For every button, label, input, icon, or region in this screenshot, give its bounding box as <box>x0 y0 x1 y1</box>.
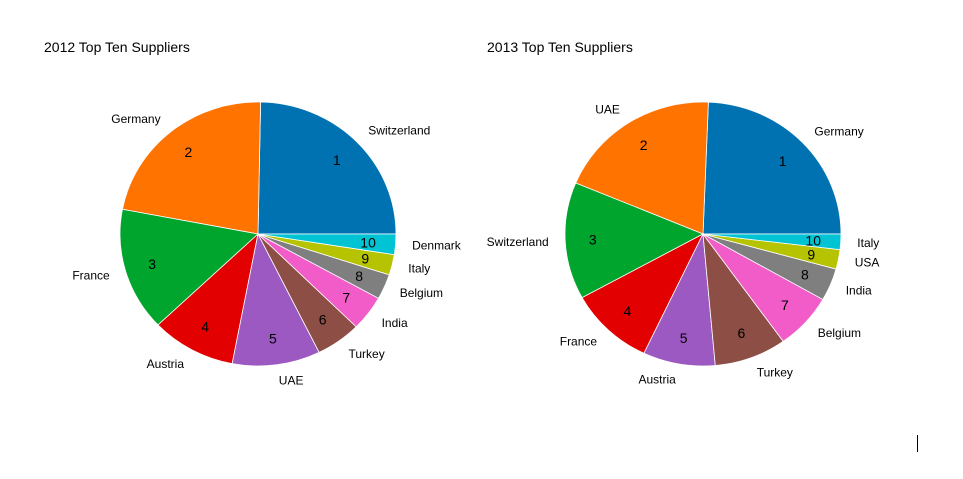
slice-category-label: Germany <box>111 112 160 126</box>
slice-category-label: France <box>72 269 110 283</box>
slice-number-label: 8 <box>355 268 363 284</box>
slice-number-label: 5 <box>680 330 688 346</box>
slice-number-label: 9 <box>361 251 369 267</box>
slice-number-label: 3 <box>589 232 597 248</box>
pie-slice-switzerland <box>564 182 704 299</box>
slice-category-label: India <box>846 284 872 298</box>
slice-number-label: 2 <box>640 137 648 153</box>
slice-category-label: Denmark <box>412 239 462 253</box>
slice-category-label: Austria <box>638 373 676 387</box>
pie-slice-austria <box>157 232 259 365</box>
pie-slice-uae <box>231 232 320 367</box>
slice-category-label: Belgium <box>818 326 861 340</box>
slice-category-label: USA <box>855 256 880 270</box>
slice-number-label: 5 <box>269 331 277 347</box>
slice-number-label: 1 <box>333 152 341 168</box>
slice-category-label: Italy <box>857 236 879 250</box>
chart-title: 2012 Top Ten Suppliers <box>44 39 190 55</box>
pie-chart-1: 2012 Top Ten Suppliers 1 Switzerland 2 Germa… <box>44 39 462 388</box>
pie-slice-uae <box>575 101 709 235</box>
pie-slice-france <box>119 208 259 326</box>
slice-number-label: 10 <box>805 232 821 248</box>
slice-number-label: 6 <box>738 325 746 341</box>
slice-number-label: 6 <box>319 312 327 328</box>
pie-slice-denmark <box>257 233 397 256</box>
slice-number-label: 2 <box>185 144 193 160</box>
slice-category-label: Switzerland <box>368 124 430 138</box>
slice-category-label: France <box>560 335 598 349</box>
slice-number-label: 8 <box>801 267 809 283</box>
slice-category-label: UAE <box>279 374 304 388</box>
slice-number-label: 4 <box>624 303 632 319</box>
chart-title: 2013 Top Ten Suppliers <box>487 39 633 55</box>
slice-category-label: Austria <box>147 357 185 371</box>
slice-number-label: 3 <box>148 256 156 272</box>
slice-number-label: 7 <box>781 297 789 313</box>
slice-number-label: 7 <box>342 289 350 305</box>
slice-number-label: 1 <box>779 153 787 169</box>
slice-category-label: Germany <box>814 125 863 139</box>
slice-number-label: 9 <box>807 246 815 262</box>
slice-category-label: Turkey <box>349 347 385 361</box>
pie-slice-france <box>581 233 704 354</box>
slice-number-label: 4 <box>201 319 209 335</box>
slice-category-label: Belgium <box>400 286 443 300</box>
slice-category-label: India <box>382 316 408 330</box>
pie-slice-switzerland <box>257 101 397 235</box>
pie-chart-2: 2013 Top Ten Suppliers 1 Germany 2 UAE 3 Switz… <box>487 39 880 387</box>
pie-slice-italy <box>702 233 842 251</box>
slice-category-label: UAE <box>595 102 620 116</box>
pie-slice-germany <box>702 101 842 235</box>
slice-category-label: Switzerland <box>487 235 549 249</box>
pie-slice-germany <box>121 101 262 235</box>
slice-number-label: 10 <box>360 234 376 250</box>
slice-category-label: Turkey <box>757 366 793 380</box>
slice-category-label: Italy <box>408 262 430 276</box>
text-cursor-mark <box>917 435 918 452</box>
